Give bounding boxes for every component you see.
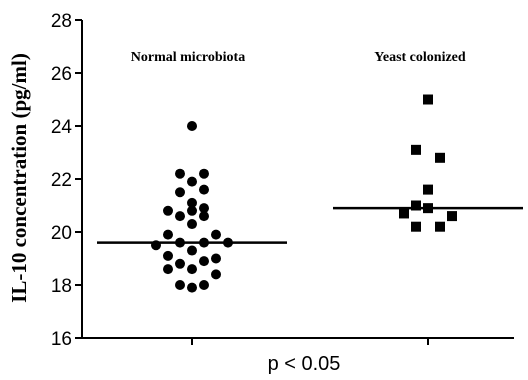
y-tick-label: 24	[51, 117, 73, 138]
series-group	[97, 121, 287, 293]
series-group	[333, 94, 523, 232]
data-point-circle	[175, 211, 185, 222]
data-point-circle	[163, 205, 173, 216]
y-tick-label: 16	[51, 329, 72, 350]
data-point-circle	[187, 205, 197, 216]
data-point-square	[399, 208, 409, 219]
data-point-circle	[187, 121, 197, 131]
data-point-square	[435, 221, 445, 232]
y-tick-label: 28	[51, 11, 72, 32]
group-label-normal-microbiota: Normal microbiota	[131, 50, 245, 65]
y-tick-label: 20	[51, 223, 72, 244]
group-label-yeast-colonized: Yeast colonized	[374, 50, 466, 65]
data-point-circle	[163, 229, 173, 240]
y-tick-label: 18	[51, 276, 72, 297]
data-point-circle	[211, 253, 221, 264]
data-point-square	[447, 211, 457, 222]
data-point-square	[411, 200, 421, 211]
data-point-circle	[187, 245, 197, 256]
data-point-circle	[211, 229, 221, 240]
data-point-circle	[199, 168, 209, 179]
data-point-square	[435, 152, 445, 163]
data-point-circle	[175, 258, 185, 269]
y-tick-label: 22	[51, 170, 72, 191]
data-point-circle	[163, 250, 173, 261]
data-point-circle	[187, 219, 197, 230]
data-point-circle	[199, 184, 209, 195]
data-point-circle	[187, 264, 197, 275]
data-point-circle	[187, 197, 197, 208]
data-point-circle	[175, 187, 185, 198]
data-point-circle	[211, 269, 221, 280]
data-point-circle	[199, 280, 209, 290]
data-point-circle	[199, 211, 209, 222]
data-point-square	[411, 144, 421, 155]
data-point-circle	[175, 168, 185, 179]
y-axis-label: IL-10 concentration (pg/ml)	[7, 53, 31, 303]
data-point-square	[423, 184, 433, 195]
axes	[81, 20, 514, 345]
data-point-circle	[199, 256, 209, 267]
x-axis-label: p < 0.05	[268, 353, 341, 375]
y-axis-ticks: 16 18 20 22 24 26 28	[51, 11, 82, 350]
data-point-circle	[199, 203, 209, 214]
data-point-square	[423, 94, 433, 105]
data-point-circle	[187, 282, 197, 293]
data-point-circle	[163, 264, 173, 275]
data-groups	[97, 94, 523, 293]
y-tick-label: 26	[51, 64, 72, 85]
data-point-square	[411, 221, 421, 232]
data-point-circle	[187, 176, 197, 187]
data-point-circle	[175, 280, 185, 290]
